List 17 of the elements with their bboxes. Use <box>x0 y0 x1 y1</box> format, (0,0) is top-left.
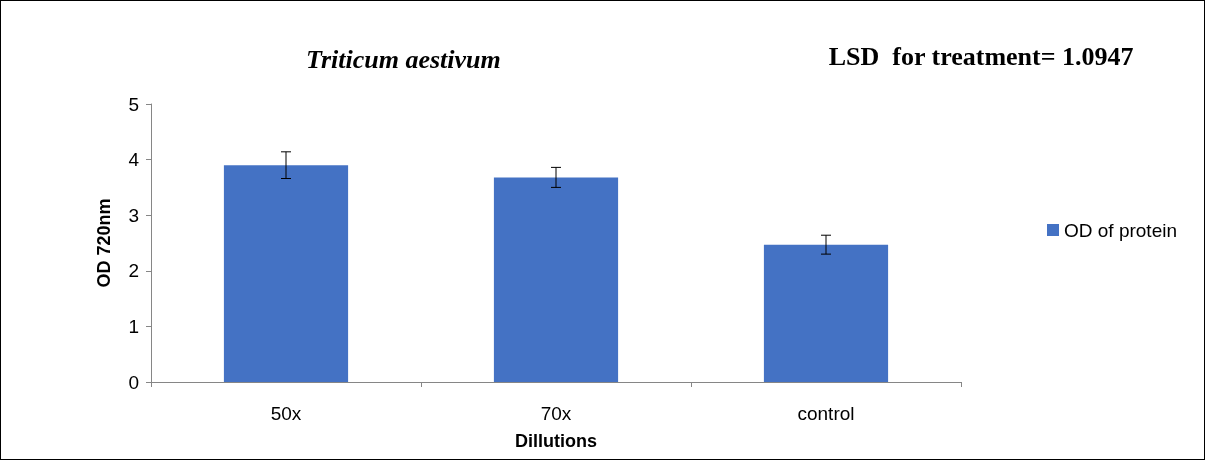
y-tick-label: 4 <box>128 149 140 171</box>
y-axis-title: OD 720nm <box>94 198 114 288</box>
x-tick-label: control <box>797 403 855 424</box>
chart-title: Triticum aestivum <box>306 44 501 74</box>
y-tick-label: 5 <box>128 93 139 115</box>
y-tick-label: 2 <box>128 260 139 282</box>
y-tick-label: 1 <box>128 315 139 337</box>
text: LSD for treatment= 1.0947 <box>828 41 1134 71</box>
x-tick-label: 70x <box>540 403 572 424</box>
bar <box>493 177 619 382</box>
bar <box>223 165 349 382</box>
legend-label: OD of protein <box>1064 219 1177 241</box>
y-tick-label: 0 <box>128 371 139 393</box>
x-axis-title: Dillutions <box>515 431 597 451</box>
x-tick-label: 50x <box>270 403 302 424</box>
y-tick-label: 3 <box>128 204 139 226</box>
bar <box>763 244 889 382</box>
